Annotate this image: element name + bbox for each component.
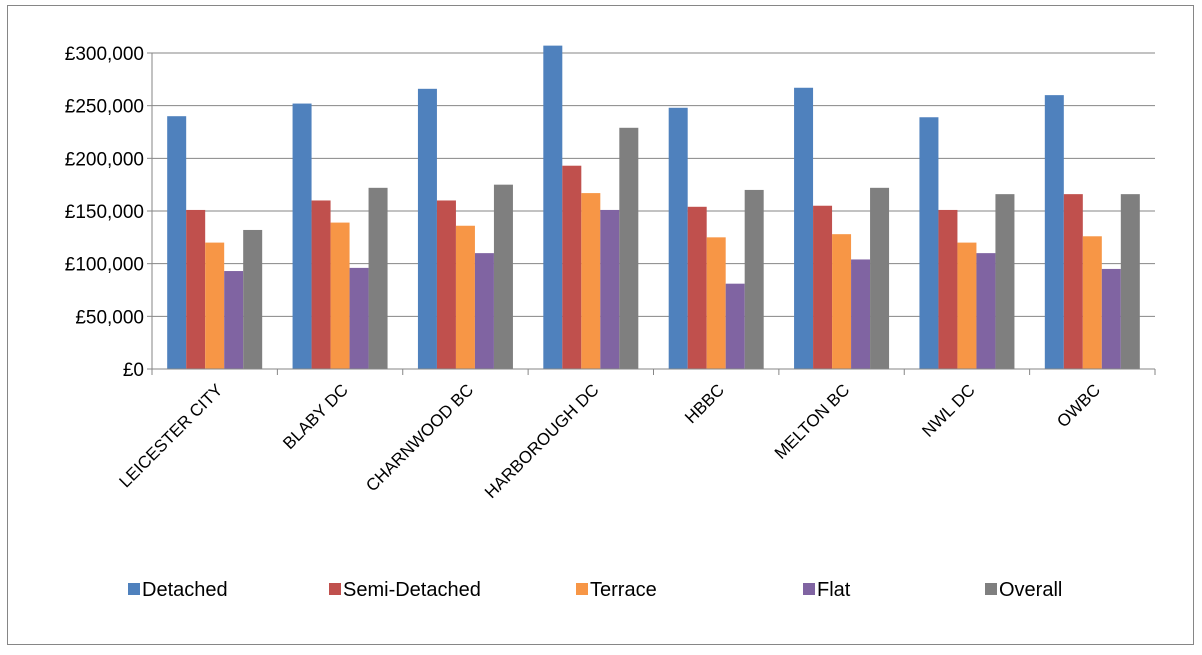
bar-detached-harborough-dc bbox=[543, 45, 563, 369]
bar-overall-leicester-city bbox=[243, 229, 263, 369]
bar-flat-nwl-dc bbox=[976, 253, 996, 369]
legend-swatch bbox=[576, 583, 588, 595]
bar-semi-detached-blaby-dc bbox=[311, 200, 331, 369]
x-category-label: OWBC bbox=[1053, 380, 1104, 431]
bar-terrace-harborough-dc bbox=[581, 193, 601, 369]
legend-label: Detached bbox=[142, 579, 228, 601]
x-category-label: CHARNWOOD BC bbox=[362, 380, 477, 495]
bar-semi-detached-owbc bbox=[1063, 194, 1083, 369]
bar-detached-leicester-city bbox=[167, 116, 187, 369]
bar-flat-charnwood-bc bbox=[474, 253, 494, 369]
x-category-label: MELTON BC bbox=[771, 380, 853, 462]
bar-overall-harborough-dc bbox=[619, 127, 639, 369]
legend-label: Overall bbox=[999, 579, 1062, 601]
bar-detached-blaby-dc bbox=[292, 103, 312, 369]
bar-flat-blaby-dc bbox=[349, 267, 369, 369]
x-category-label: NWL DC bbox=[918, 380, 978, 440]
bar-semi-detached-nwl-dc bbox=[938, 209, 958, 369]
bar-overall-charnwood-bc bbox=[493, 184, 513, 369]
legend: Detached Semi-Detached Terrace Flat Overall bbox=[128, 579, 1062, 601]
legend-swatch bbox=[128, 583, 140, 595]
bar-detached-charnwood-bc bbox=[417, 88, 437, 370]
legend-label: Semi-Detached bbox=[343, 579, 481, 601]
y-tick-label: £250,000 bbox=[65, 97, 144, 118]
bar-detached-hbbc bbox=[668, 107, 688, 370]
bar-flat-leicester-city bbox=[224, 271, 244, 369]
bar-overall-melton-bc bbox=[870, 187, 890, 369]
x-category-label: HARBOROUGH DC bbox=[481, 380, 603, 502]
bar-terrace-owbc bbox=[1082, 236, 1102, 369]
bar-overall-nwl-dc bbox=[995, 194, 1015, 369]
bar-flat-hbbc bbox=[725, 283, 745, 369]
bar-flat-melton-bc bbox=[851, 259, 871, 369]
bars bbox=[167, 45, 1140, 370]
axes bbox=[147, 52, 1156, 375]
bar-overall-owbc bbox=[1120, 194, 1140, 369]
y-tick-label: £50,000 bbox=[75, 307, 144, 328]
bar-terrace-leicester-city bbox=[205, 242, 225, 369]
x-category-label: HBBC bbox=[681, 380, 728, 427]
legend-swatch bbox=[329, 583, 341, 595]
legend-swatch bbox=[985, 583, 997, 595]
bar-terrace-charnwood-bc bbox=[455, 225, 475, 369]
bar-detached-melton-bc bbox=[794, 87, 814, 369]
y-tick-label: £200,000 bbox=[65, 149, 144, 170]
y-tick-label: £100,000 bbox=[65, 255, 144, 276]
bar-semi-detached-leicester-city bbox=[186, 209, 206, 369]
bar-detached-nwl-dc bbox=[919, 117, 939, 370]
y-tick-label: £0 bbox=[123, 360, 144, 381]
x-axis-labels: LEICESTER CITY BLABY DC CHARNWOOD BC HARBOR… bbox=[116, 380, 1105, 502]
bar-terrace-blaby-dc bbox=[330, 222, 350, 369]
bar-terrace-melton-bc bbox=[832, 234, 852, 369]
y-axis-ticks: £0 £50,000 £100,000 £150,000 £200,000 £250,00… bbox=[65, 44, 144, 381]
x-category-label: LEICESTER CITY bbox=[116, 380, 227, 491]
bar-flat-harborough-dc bbox=[600, 209, 620, 369]
legend-label: Flat bbox=[817, 579, 851, 601]
bar-semi-detached-hbbc bbox=[687, 206, 707, 369]
bar-terrace-hbbc bbox=[706, 237, 726, 369]
x-category-label: BLABY DC bbox=[279, 380, 352, 453]
bar-detached-owbc bbox=[1044, 95, 1064, 369]
y-tick-label: £300,000 bbox=[65, 44, 144, 65]
bar-semi-detached-charnwood-bc bbox=[436, 200, 456, 369]
bar-overall-hbbc bbox=[744, 189, 764, 369]
bar-terrace-nwl-dc bbox=[957, 242, 977, 369]
y-tick-label: £150,000 bbox=[65, 202, 144, 223]
legend-label: Terrace bbox=[590, 579, 657, 601]
bar-semi-detached-melton-bc bbox=[813, 205, 833, 369]
bar-flat-owbc bbox=[1101, 268, 1121, 369]
legend-swatch bbox=[803, 583, 815, 595]
bar-semi-detached-harborough-dc bbox=[562, 165, 582, 369]
bar-overall-blaby-dc bbox=[368, 187, 388, 369]
